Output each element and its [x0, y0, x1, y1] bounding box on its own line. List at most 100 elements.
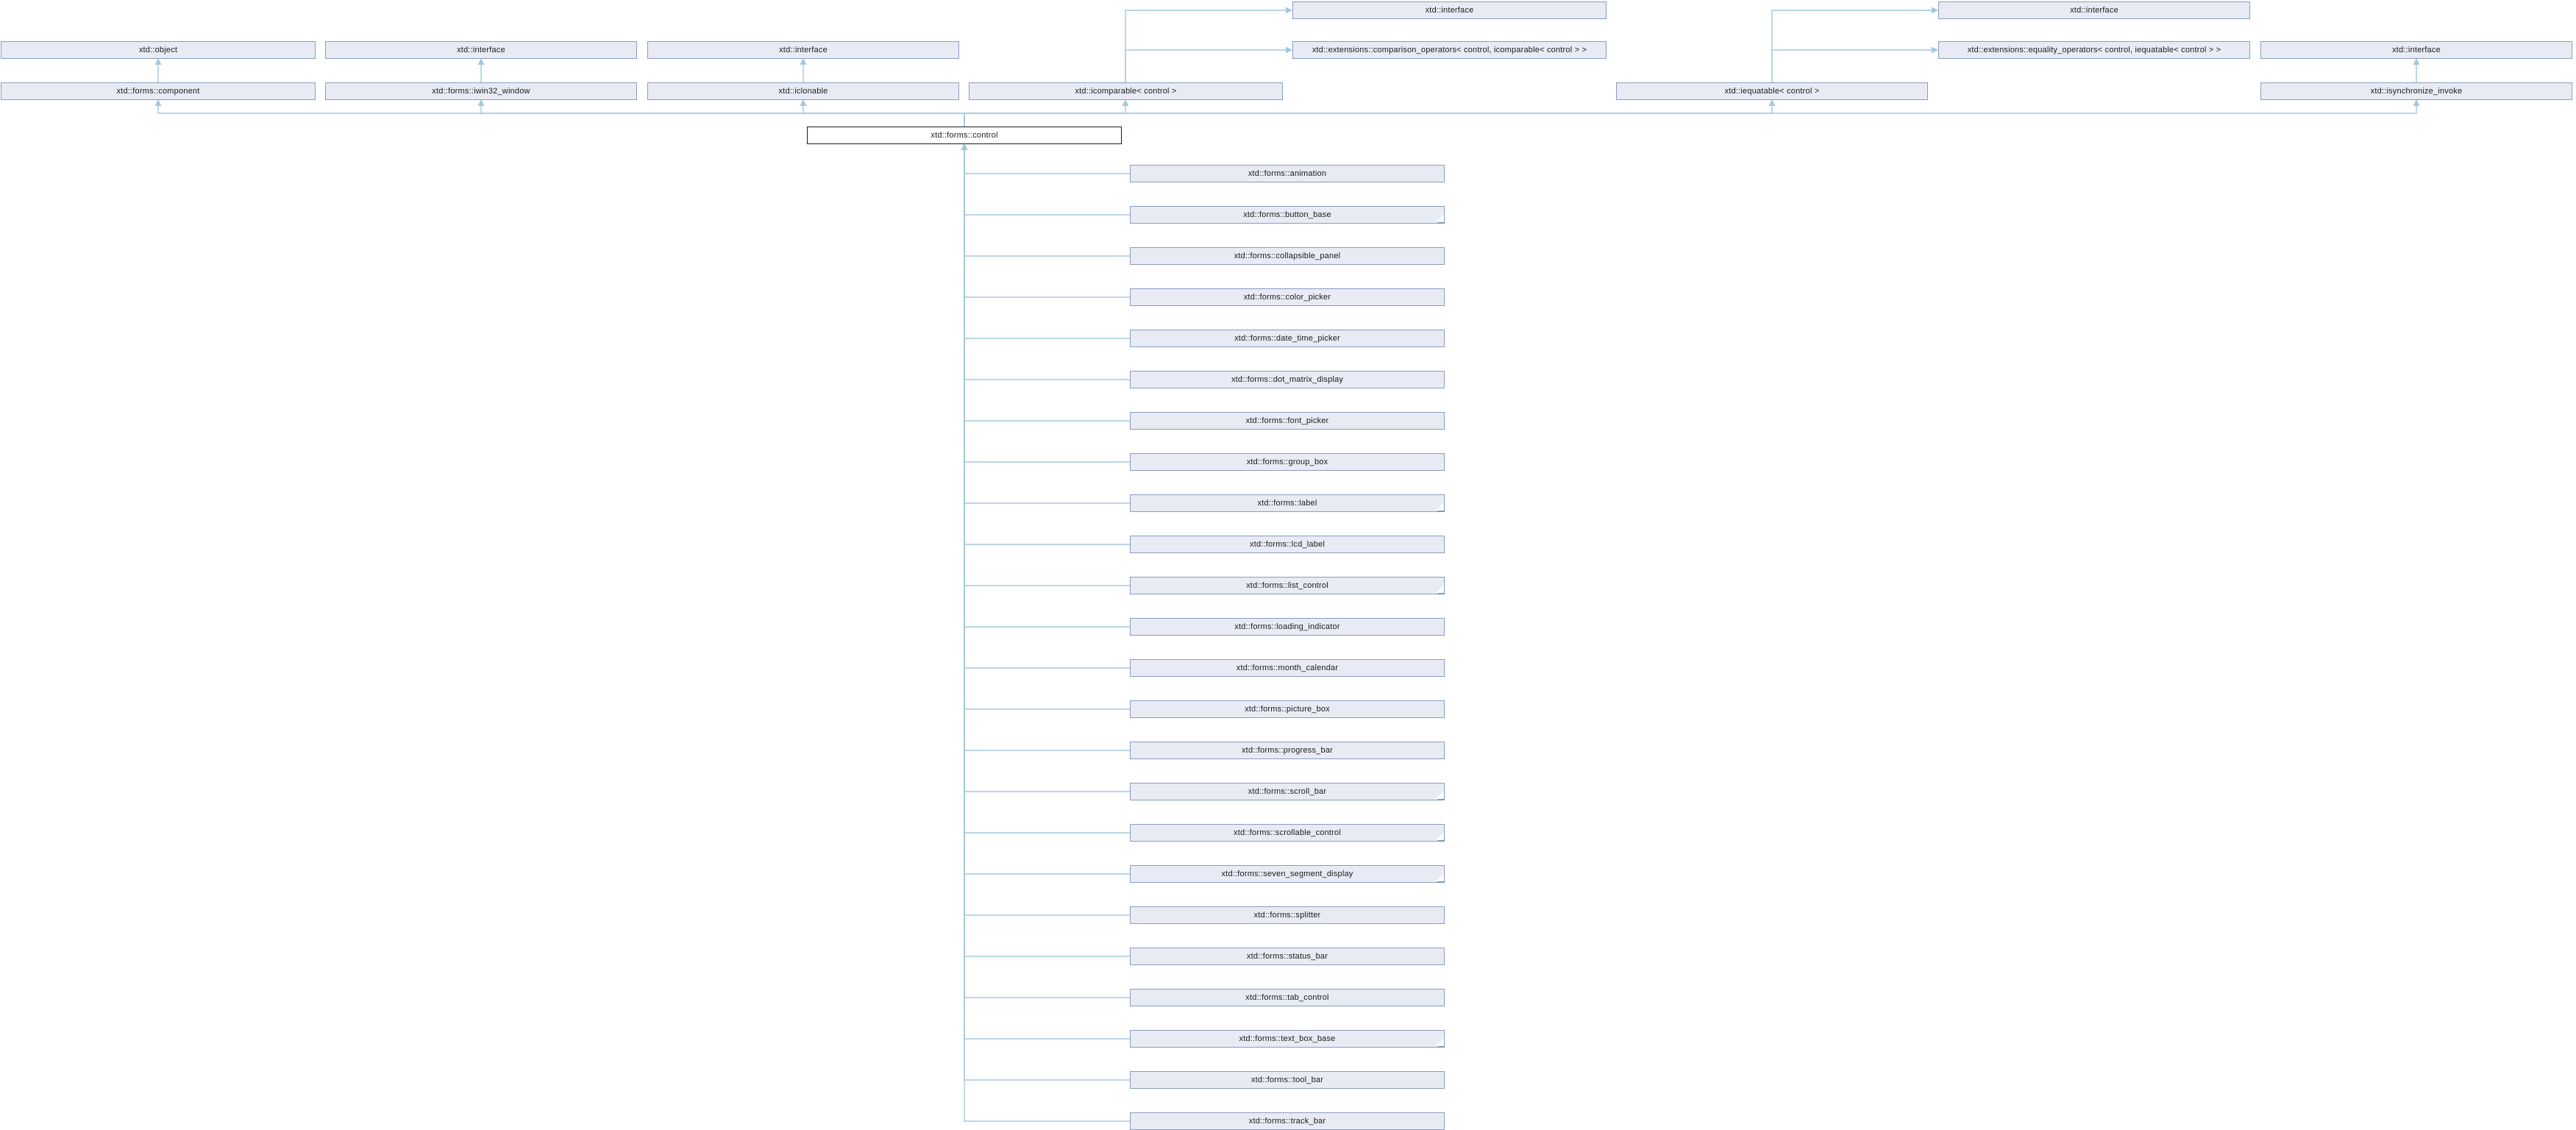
class-node-label: xtd::forms::seven_segment_display: [1221, 870, 1353, 878]
class-node-interface-a[interactable]: xtd::interface: [1292, 1, 1607, 19]
class-node-iwin32-window[interactable]: xtd::forms::iwin32_window: [325, 82, 637, 100]
class-node-label: xtd::forms::group_box: [1246, 458, 1328, 466]
inheritance-edge: [1125, 49, 1292, 82]
class-node-font-picker[interactable]: xtd::forms::font_picker: [1130, 412, 1445, 430]
inheritance-arrowhead-icon: [1286, 46, 1292, 54]
class-node-picture-box[interactable]: xtd::forms::picture_box: [1130, 700, 1445, 718]
class-node-animation[interactable]: xtd::forms::animation: [1130, 165, 1445, 182]
class-node-label: xtd::forms::track_bar: [1248, 1117, 1326, 1126]
inheritance-edge: [964, 144, 1130, 463]
class-node-label: xtd::forms::font_picker: [1245, 416, 1329, 425]
class-node-interface-c[interactable]: xtd::interface: [325, 41, 637, 59]
class-node-label: xtd::forms::progress_bar: [1241, 746, 1333, 755]
inheritance-arrowhead-icon: [477, 99, 485, 106]
class-node-month-calendar[interactable]: xtd::forms::month_calendar: [1130, 659, 1445, 677]
truncated-graph-corner-icon: [1437, 504, 1445, 512]
class-node-component[interactable]: xtd::forms::component: [1, 82, 316, 100]
class-node-label: xtd::forms::animation: [1248, 169, 1327, 178]
class-node-isynchronize-invoke[interactable]: xtd::isynchronize_invoke: [2260, 82, 2572, 100]
inheritance-arrowhead-icon: [1932, 7, 1938, 14]
class-node-loading-indicator[interactable]: xtd::forms::loading_indicator: [1130, 618, 1445, 636]
class-node-group-box[interactable]: xtd::forms::group_box: [1130, 453, 1445, 471]
class-node-scrollable-control[interactable]: xtd::forms::scrollable_control: [1130, 824, 1445, 842]
inheritance-arrowhead-icon: [154, 58, 162, 65]
inheritance-edge: [964, 144, 1130, 1040]
class-node-label: xtd::interface: [1425, 6, 1474, 15]
class-node-label: xtd::forms::lcd_label: [1249, 540, 1326, 549]
inheritance-edge: [964, 144, 1130, 216]
class-node-label[interactable]: xtd::forms::label: [1130, 494, 1445, 512]
class-node-color-picker[interactable]: xtd::forms::color_picker: [1130, 288, 1445, 306]
inheritance-edge: [964, 144, 1130, 792]
class-node-lcd-label[interactable]: xtd::forms::lcd_label: [1130, 536, 1445, 553]
class-node-equality-operators[interactable]: xtd::extensions::equality_operators< con…: [1938, 41, 2250, 59]
inheritance-edge: [964, 100, 2417, 127]
inheritance-arrowhead-icon: [1932, 46, 1938, 54]
class-node-label: xtd::interface: [2392, 46, 2441, 54]
class-node-label: xtd::forms::scroll_bar: [1248, 787, 1327, 796]
class-node-label: xtd::forms::color_picker: [1243, 293, 1331, 302]
class-node-interface-d[interactable]: xtd::interface: [647, 41, 959, 59]
inheritance-arrowhead-icon: [800, 99, 807, 106]
inheritance-edge: [803, 100, 965, 127]
class-node-label: xtd::interface: [457, 46, 505, 54]
inheritance-edge: [964, 144, 1130, 298]
class-node-text-box-base[interactable]: xtd::forms::text_box_base: [1130, 1030, 1445, 1048]
class-node-label: xtd::object: [138, 46, 178, 54]
inheritance-edge: [964, 144, 1130, 834]
inheritance-edge: [964, 144, 1130, 875]
inheritance-arrowhead-icon: [1768, 99, 1776, 106]
class-node-label: xtd::forms::tab_control: [1245, 993, 1329, 1002]
truncated-graph-corner-icon: [1437, 834, 1445, 842]
class-node-interface-b[interactable]: xtd::interface: [1938, 1, 2250, 19]
inheritance-edge: [964, 144, 1130, 257]
class-node-seven-segment-display[interactable]: xtd::forms::seven_segment_display: [1130, 865, 1445, 883]
class-node-iclonable[interactable]: xtd::iclonable: [647, 82, 959, 100]
class-node-label: xtd::forms::control: [931, 131, 998, 140]
class-node-label: xtd::isynchronize_invoke: [2370, 87, 2463, 96]
class-node-label: xtd::extensions::comparison_operators< c…: [1312, 46, 1587, 54]
class-node-status-bar[interactable]: xtd::forms::status_bar: [1130, 948, 1445, 965]
class-node-label: xtd::interface: [779, 46, 828, 54]
class-node-tab-control[interactable]: xtd::forms::tab_control: [1130, 989, 1445, 1006]
class-node-label: xtd::forms::label: [1257, 499, 1317, 508]
class-node-label: xtd::forms::component: [116, 87, 200, 96]
class-node-collapsible-panel[interactable]: xtd::forms::collapsible_panel: [1130, 247, 1445, 265]
truncated-graph-corner-icon: [1437, 792, 1445, 800]
inheritance-edge: [1771, 10, 1938, 82]
inheritance-edge: [964, 144, 1130, 380]
class-node-label: xtd::forms::button_base: [1243, 210, 1331, 219]
class-node-splitter[interactable]: xtd::forms::splitter: [1130, 906, 1445, 924]
class-node-label: xtd::forms::picture_box: [1245, 705, 1330, 714]
inheritance-edge: [964, 144, 1130, 174]
class-node-interface-e[interactable]: xtd::interface: [2260, 41, 2572, 59]
class-node-label: xtd::forms::loading_indicator: [1234, 622, 1340, 631]
inheritance-edge: [964, 144, 1130, 916]
inheritance-arrowhead-icon: [1122, 99, 1129, 106]
class-node-label: xtd::forms::status_bar: [1246, 952, 1328, 961]
class-node-tool-bar[interactable]: xtd::forms::tool_bar: [1130, 1071, 1445, 1089]
class-node-control: xtd::forms::control: [807, 127, 1122, 144]
class-node-object[interactable]: xtd::object: [1, 41, 316, 59]
class-node-icomparable[interactable]: xtd::icomparable< control >: [969, 82, 1283, 100]
class-node-label: xtd::forms::collapsible_panel: [1234, 252, 1341, 260]
class-node-track-bar[interactable]: xtd::forms::track_bar: [1130, 1112, 1445, 1130]
class-node-label: xtd::forms::scrollable_control: [1234, 828, 1341, 837]
inheritance-edge: [964, 144, 1130, 545]
class-node-comparison-operators[interactable]: xtd::extensions::comparison_operators< c…: [1292, 41, 1607, 59]
class-node-label: xtd::iequatable< control >: [1724, 87, 1820, 96]
class-node-label: xtd::icomparable< control >: [1075, 87, 1177, 96]
class-node-dot-matrix-display[interactable]: xtd::forms::dot_matrix_display: [1130, 371, 1445, 388]
class-node-iequatable[interactable]: xtd::iequatable< control >: [1616, 82, 1928, 100]
class-node-progress-bar[interactable]: xtd::forms::progress_bar: [1130, 742, 1445, 759]
class-node-list-control[interactable]: xtd::forms::list_control: [1130, 577, 1445, 594]
inheritance-edge: [964, 144, 1130, 957]
class-node-button-base[interactable]: xtd::forms::button_base: [1130, 206, 1445, 224]
class-node-label: xtd::extensions::equality_operators< con…: [1967, 46, 2221, 54]
inheritance-edge: [1771, 49, 1938, 82]
class-node-scroll-bar[interactable]: xtd::forms::scroll_bar: [1130, 783, 1445, 800]
class-node-label: xtd::forms::splitter: [1253, 911, 1321, 920]
class-node-label: xtd::forms::tool_bar: [1250, 1076, 1324, 1084]
inheritance-edge: [1125, 10, 1292, 82]
class-node-date-time-picker[interactable]: xtd::forms::date_time_picker: [1130, 330, 1445, 347]
